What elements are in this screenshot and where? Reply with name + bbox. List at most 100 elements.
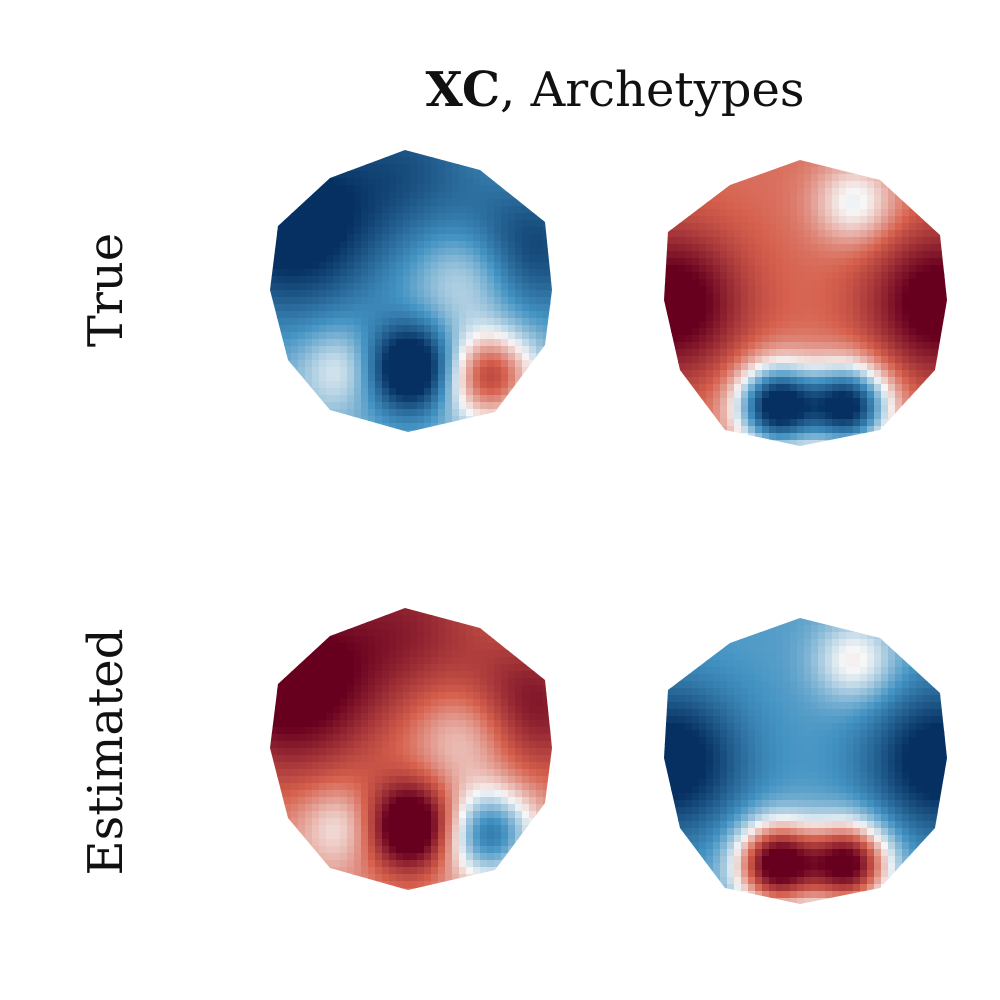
- topomap-cell: [354, 381, 362, 389]
- topomap-cell: [853, 363, 861, 371]
- topomap-cell: [396, 797, 404, 805]
- topomap-cell: [403, 255, 411, 263]
- topomap-cell: [480, 276, 488, 284]
- topomap-cell: [692, 384, 700, 392]
- topomap-cell: [487, 353, 495, 361]
- topomap-cell: [529, 671, 537, 679]
- topomap-cell: [550, 776, 552, 784]
- topomap-cell: [543, 276, 551, 284]
- topomap-cell: [340, 783, 348, 791]
- topomap-cell: [410, 811, 418, 819]
- topomap-cell: [389, 853, 397, 861]
- topomap-cell: [804, 384, 812, 392]
- topomap-cell: [487, 643, 495, 651]
- topomap-cell: [846, 370, 854, 378]
- topomap-cell: [522, 304, 530, 312]
- topomap-cell: [797, 230, 805, 238]
- topomap-cell: [508, 227, 516, 235]
- topomap-cell: [692, 405, 700, 413]
- topomap-cell: [291, 192, 299, 200]
- topomap-cell: [727, 223, 735, 231]
- topomap-cell: [860, 300, 868, 308]
- topomap-cell: [284, 248, 292, 256]
- topomap-cell: [529, 741, 537, 749]
- topomap-cell: [494, 185, 502, 193]
- topomap-cell: [895, 405, 903, 413]
- topomap-cell: [473, 615, 481, 623]
- topomap-cell: [396, 818, 404, 826]
- topomap-cell: [692, 244, 700, 252]
- topomap-cell: [825, 181, 833, 189]
- topomap-cell: [501, 860, 509, 868]
- topomap-cell: [937, 272, 945, 280]
- topomap-cell: [396, 367, 404, 375]
- topomap-cell: [368, 248, 376, 256]
- topomap-cell: [550, 325, 552, 333]
- topomap-cell: [720, 188, 728, 196]
- topomap-cell: [494, 416, 502, 424]
- topomap-cell: [692, 293, 700, 301]
- topomap-cell: [452, 741, 460, 749]
- topomap-cell: [508, 220, 516, 228]
- topomap-cell: [347, 311, 355, 319]
- topomap-cell: [333, 227, 341, 235]
- topomap-cell: [720, 321, 728, 329]
- topomap-cell: [804, 433, 812, 441]
- topomap-cell: [685, 188, 693, 196]
- topomap-cell: [874, 363, 882, 371]
- topomap-cell: [361, 643, 369, 651]
- topomap-cell: [417, 353, 425, 361]
- topomap-cell: [354, 748, 362, 756]
- topomap-cell: [508, 311, 516, 319]
- topomap-cell: [536, 811, 544, 819]
- topomap-cell: [445, 241, 453, 249]
- topomap-cell: [431, 199, 439, 207]
- topomap-cell: [298, 213, 306, 221]
- topomap-cell: [720, 342, 728, 350]
- topomap-cell: [284, 255, 292, 263]
- topomap-cell: [347, 360, 355, 368]
- topomap-cell: [333, 636, 341, 644]
- topomap-cell: [706, 370, 714, 378]
- topomap-cell: [354, 206, 362, 214]
- topomap-cell: [340, 608, 348, 616]
- topomap-cell: [284, 192, 292, 200]
- topomap-cell: [501, 818, 509, 826]
- topomap-cell: [536, 629, 544, 637]
- topomap-cell: [347, 430, 355, 432]
- topomap-cell: [347, 811, 355, 819]
- topomap-cell: [298, 622, 306, 630]
- topomap-cell: [326, 248, 334, 256]
- topomap-cell: [536, 818, 544, 826]
- topomap-cell: [277, 388, 285, 396]
- topomap-cell: [888, 433, 896, 441]
- topomap-cell: [727, 181, 735, 189]
- topomap-cell: [445, 199, 453, 207]
- topomap-cell: [473, 734, 481, 742]
- topomap-cell: [664, 160, 672, 168]
- topomap-cell: [445, 318, 453, 326]
- topomap-cell: [326, 699, 334, 707]
- topomap-cell: [685, 258, 693, 266]
- topomap-cell: [459, 416, 467, 424]
- topomap-cell: [347, 164, 355, 172]
- topomap-cell: [664, 384, 672, 392]
- topomap-cell: [326, 402, 334, 410]
- topomap-cell: [494, 171, 502, 179]
- topomap-cell: [678, 286, 686, 294]
- topomap-cell: [438, 720, 446, 728]
- topomap-cell: [671, 342, 679, 350]
- topomap-cell: [529, 395, 537, 403]
- topomap-cell: [783, 377, 791, 385]
- topomap-cell: [706, 391, 714, 399]
- topomap-cell: [445, 804, 453, 812]
- topomap-cell: [298, 685, 306, 693]
- topomap-cell: [776, 223, 784, 231]
- topomap-cell: [459, 318, 467, 326]
- topomap-cell: [685, 342, 693, 350]
- topomap-cell: [734, 384, 742, 392]
- topomap-cell: [312, 608, 320, 616]
- topomap-cell: [382, 685, 390, 693]
- topomap-cell: [776, 230, 784, 238]
- topomap-cell: [403, 304, 411, 312]
